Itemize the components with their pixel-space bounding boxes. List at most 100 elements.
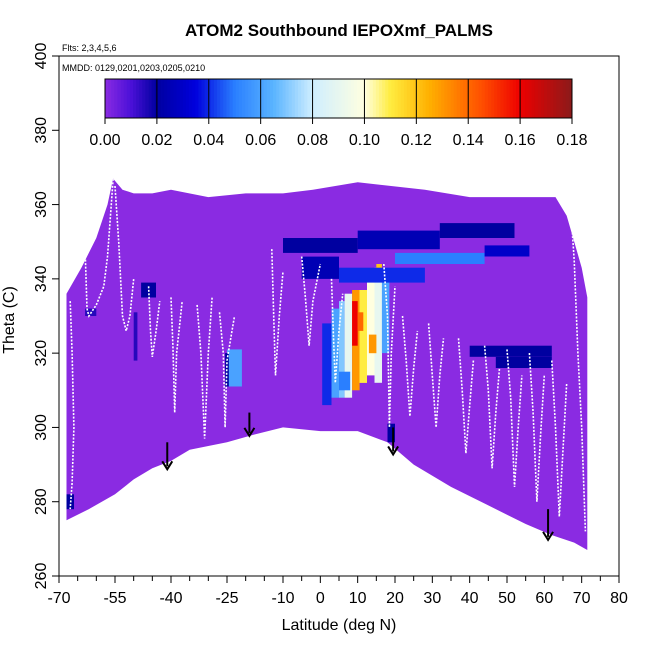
colorbar-segment bbox=[472, 79, 476, 118]
y-tick-label: 340 bbox=[33, 265, 50, 292]
x-tick-label: -55 bbox=[103, 590, 126, 607]
colorbar-segment bbox=[319, 79, 324, 118]
colorbar-segment bbox=[161, 79, 165, 118]
flight-track bbox=[196, 297, 213, 439]
colorbar-tick-label: 0.02 bbox=[141, 132, 172, 149]
colorbar-segment bbox=[422, 79, 427, 118]
dates-note: MMDD: 0129,0201,0203,0205,0210 bbox=[62, 63, 205, 73]
colorbar-segment bbox=[341, 79, 346, 118]
colorbar-segment bbox=[413, 79, 417, 118]
colorbar-segment bbox=[453, 79, 458, 118]
colorbar-segment bbox=[185, 79, 190, 118]
data-cell bbox=[387, 423, 395, 443]
x-tick-label: 20 bbox=[386, 590, 404, 607]
colorbar-segment bbox=[382, 79, 386, 118]
colorbar-segment bbox=[459, 79, 464, 118]
colorbar-segment bbox=[503, 79, 508, 118]
data-cell bbox=[484, 245, 530, 257]
colorbar-segment bbox=[366, 79, 371, 118]
flight-track bbox=[69, 301, 75, 510]
colorbar-segment bbox=[378, 79, 383, 118]
x-tick-label: 60 bbox=[535, 590, 553, 607]
colorbar-segment bbox=[350, 79, 355, 118]
colorbar-segment bbox=[469, 79, 473, 118]
colorbar-segment bbox=[148, 79, 153, 118]
colorbar-segment bbox=[257, 79, 262, 118]
colorbar-segment bbox=[263, 79, 268, 118]
colorbar-segment bbox=[298, 79, 302, 118]
data-cell bbox=[339, 301, 345, 398]
data-cell bbox=[227, 349, 242, 387]
colorbar-segment bbox=[447, 79, 451, 118]
colorbar-segment bbox=[540, 79, 545, 118]
arrow-head bbox=[387, 445, 399, 457]
colorbar-segment bbox=[114, 79, 118, 118]
colorbar-segment bbox=[441, 79, 445, 118]
flight-track bbox=[506, 349, 523, 487]
data-cell bbox=[395, 252, 485, 264]
colorbar-segment bbox=[543, 79, 548, 118]
colorbar-segment bbox=[276, 79, 280, 118]
colorbar-segment bbox=[232, 79, 237, 118]
colorbar-segment bbox=[491, 79, 495, 118]
data-cell bbox=[367, 275, 375, 376]
colorbar-tick-label: 0.10 bbox=[349, 132, 380, 149]
colorbar-segment bbox=[245, 79, 249, 118]
colorbar-segment bbox=[270, 79, 274, 118]
colorbar-segment bbox=[419, 79, 423, 118]
colorbar-tick-label: 0.06 bbox=[245, 132, 276, 149]
data-cell bbox=[352, 301, 358, 346]
x-tick-label: 0 bbox=[316, 590, 325, 607]
colorbar-segment bbox=[435, 79, 439, 118]
colorbar-segment bbox=[388, 79, 392, 118]
colorbar-segment bbox=[326, 79, 330, 118]
colorbar-segment bbox=[372, 79, 377, 118]
colorbar-segment bbox=[565, 79, 570, 118]
flight-track bbox=[401, 315, 419, 417]
x-tick-label: 50 bbox=[498, 590, 516, 607]
colorbar-segment bbox=[500, 79, 504, 118]
flight-track bbox=[300, 256, 322, 346]
colorbar-tick-label: 0.16 bbox=[505, 132, 536, 149]
colorbar-segment bbox=[123, 79, 128, 118]
colorbar-segment bbox=[450, 79, 455, 118]
colorbar-segment bbox=[254, 79, 258, 118]
colorbar-segment bbox=[220, 79, 224, 118]
colorbar-segment bbox=[164, 79, 168, 118]
colorbar-segment bbox=[400, 79, 405, 118]
colorbar-segment bbox=[145, 79, 149, 118]
colorbar-segment bbox=[322, 79, 327, 118]
y-axis-label: Theta (C) bbox=[1, 286, 18, 354]
colorbar-segment bbox=[369, 79, 374, 118]
colorbar-segment bbox=[304, 79, 308, 118]
colorbar-segment bbox=[157, 79, 162, 118]
data-cell bbox=[331, 308, 339, 398]
flight-track bbox=[528, 353, 546, 502]
flight-track bbox=[457, 338, 475, 454]
colorbar-segment bbox=[105, 79, 109, 118]
colorbar-segment bbox=[534, 79, 539, 118]
colorbar-segment bbox=[294, 79, 299, 118]
colorbar-segment bbox=[522, 79, 526, 118]
colorbar-segment bbox=[285, 79, 290, 118]
data-cell bbox=[357, 230, 440, 250]
colorbar-segment bbox=[332, 79, 336, 118]
data-cell bbox=[339, 267, 425, 283]
colorbar-segment bbox=[129, 79, 134, 118]
colorbar-segment bbox=[201, 79, 206, 118]
colorbar-segment bbox=[478, 79, 483, 118]
colorbar-segment bbox=[519, 79, 523, 118]
x-axis-label: Latitude (deg N) bbox=[282, 617, 397, 634]
colorbar-segment bbox=[559, 79, 564, 118]
colorbar-segment bbox=[241, 79, 246, 118]
flight-track bbox=[330, 278, 344, 383]
x-tick-label: 10 bbox=[349, 590, 367, 607]
x-tick-label: -10 bbox=[271, 590, 294, 607]
colorbar-segment bbox=[136, 79, 140, 118]
colorbar-segment bbox=[525, 79, 529, 118]
flight-track bbox=[427, 323, 445, 428]
colorbar-segment bbox=[484, 79, 489, 118]
colorbar-segment bbox=[357, 79, 361, 118]
colorbar-segment bbox=[223, 79, 227, 118]
